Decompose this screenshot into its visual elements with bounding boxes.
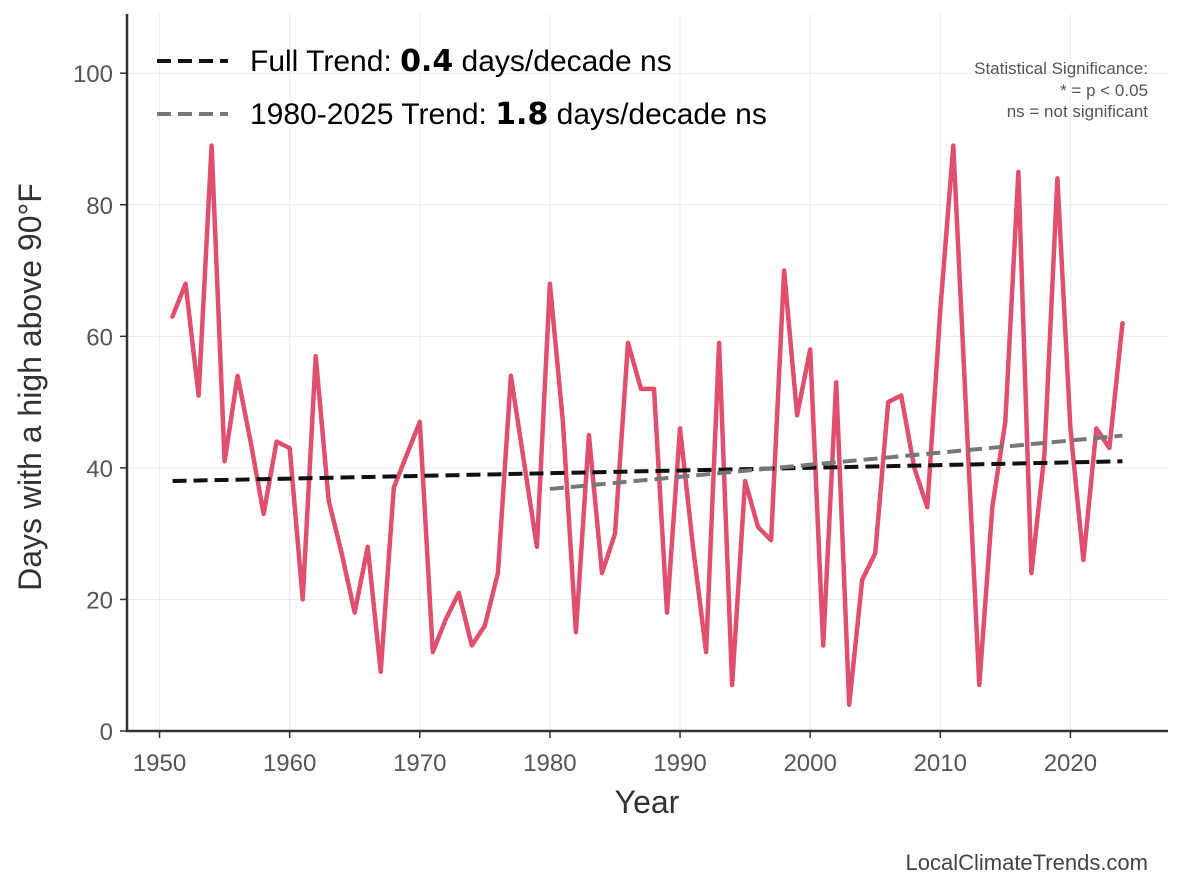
y-ticks: 0 20 40 60 80 100 [73,61,127,746]
x-tick-label: 2000 [783,750,836,777]
y-tick-label: 80 [86,193,113,220]
x-tick-label: 1990 [653,750,706,777]
legend-label: Full Trend: 0.4 days/decade ns [250,44,672,79]
full-trend-line [172,459,1123,484]
legend-label-prefix: 1980-2025 Trend: [250,98,495,131]
x-tick-label: 1980 [523,750,576,777]
significance-title: Statistical Significance: [974,59,1148,78]
x-ticks: 1950 1960 1970 1980 1990 2000 2010 2020 [133,731,1097,777]
y-tick-label: 100 [73,61,113,88]
legend-label: 1980-2025 Trend: 1.8 days/decade ns [250,97,767,132]
legend-trend-value: 0.4 [400,44,453,79]
series-group [170,143,1125,707]
x-axis-title: Year [615,784,680,820]
x-tick-label: 1960 [263,750,316,777]
legend: Full Trend: 0.4 days/decade ns1980-2025 … [157,44,767,132]
x-tick-label: 1950 [133,750,186,777]
legend-label-suffix: days/decade ns [548,98,766,131]
trend-lines [172,433,1123,491]
legend-trend-value: 1.8 [495,97,548,132]
legend-label-prefix: Full Trend: [250,45,400,78]
legend-label-suffix: days/decade ns [453,45,671,78]
recent-trend-line [549,433,1123,491]
axes [125,14,1168,733]
y-axis-title: Days with a high above 90°F [12,183,48,591]
y-tick-label: 20 [86,587,113,614]
y-tick-label: 40 [86,456,113,483]
source-credit: LocalClimateTrends.com [906,850,1149,875]
significance-note: Statistical Significance: * = p < 0.05 n… [974,59,1148,121]
series-line [170,143,1125,707]
y-tick-label: 60 [86,324,113,351]
x-tick-label: 1970 [393,750,446,777]
significance-ns: ns = not significant [1007,102,1149,121]
y-tick-label: 0 [100,719,113,746]
x-tick-label: 2010 [914,750,967,777]
significance-threshold: * = p < 0.05 [1060,81,1148,100]
x-tick-label: 2020 [1044,750,1097,777]
